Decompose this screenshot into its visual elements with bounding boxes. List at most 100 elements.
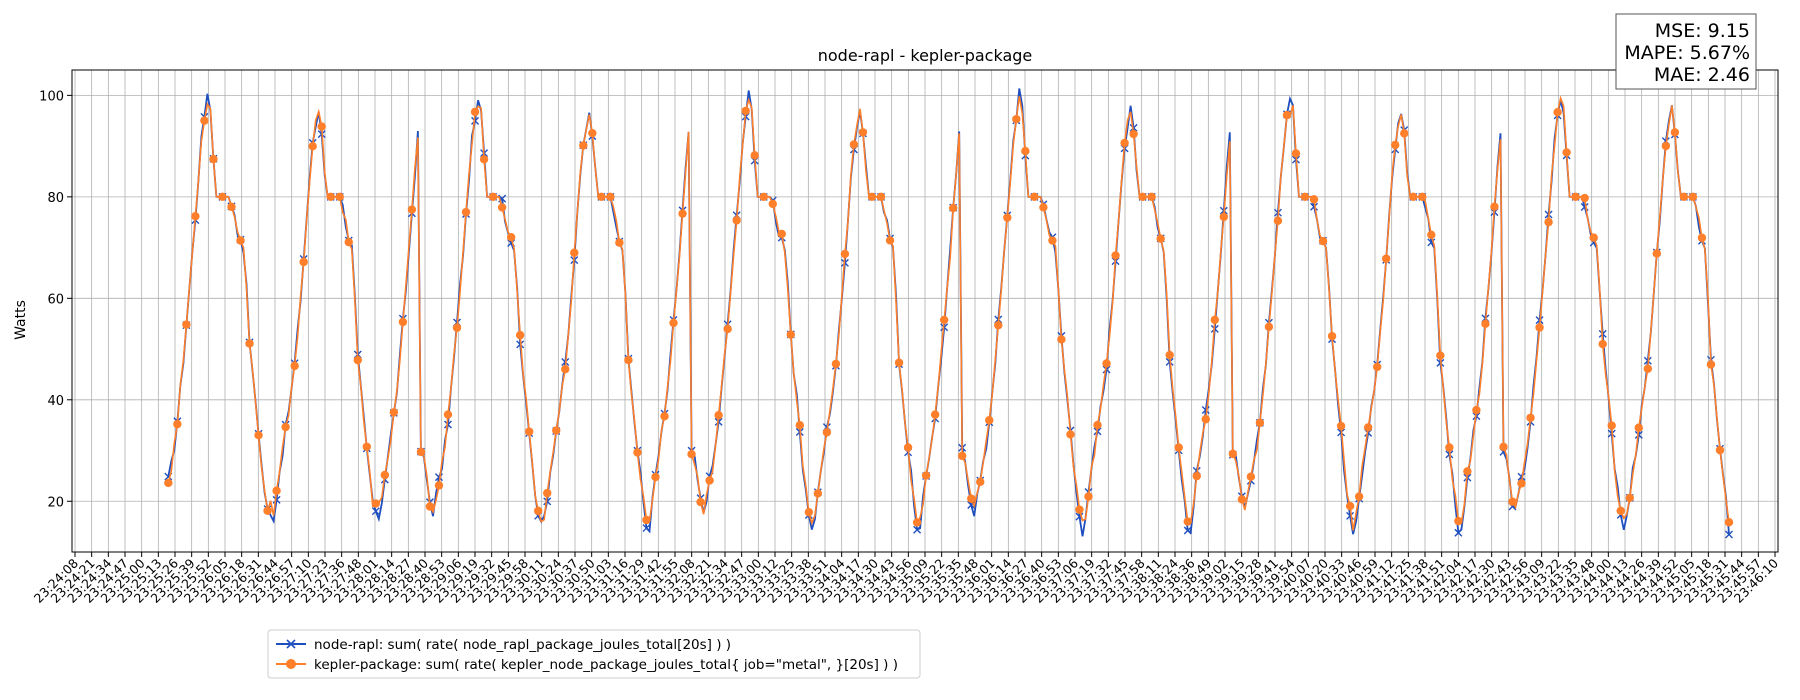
data-point [1706, 360, 1716, 369]
data-point [777, 229, 786, 239]
data-point [669, 318, 678, 328]
data-point [967, 494, 976, 503]
data-point [1381, 254, 1391, 263]
data-point [1354, 492, 1364, 501]
data-point [398, 317, 408, 327]
data-point [1661, 141, 1671, 151]
series-lines [164, 88, 1734, 539]
data-point [678, 209, 687, 218]
data-point [1445, 443, 1454, 452]
data-point [1345, 501, 1355, 511]
data-point [660, 412, 669, 421]
data-point [1571, 192, 1580, 202]
data-point [921, 471, 931, 480]
y-tick-label: 60 [47, 292, 64, 307]
data-point [1300, 192, 1310, 202]
data-point [1183, 526, 1192, 535]
data-point [1093, 420, 1102, 430]
series-0 [164, 88, 1733, 539]
data-point [461, 207, 471, 217]
data-point [1454, 516, 1463, 526]
y-tick-label: 40 [47, 394, 64, 409]
data-point [624, 355, 633, 365]
data-point [1237, 495, 1247, 504]
data-point [1535, 323, 1544, 332]
data-point [1138, 192, 1147, 202]
data-point [994, 321, 1003, 330]
plot-area-frame [71, 69, 1779, 553]
data-point [1336, 421, 1346, 431]
data-point [1057, 335, 1066, 344]
data-point [1084, 492, 1093, 501]
y-axis-ticks: 20 40 60 80 100 [39, 89, 72, 510]
data-point [1039, 203, 1048, 212]
data-point [470, 107, 480, 117]
data-point [425, 502, 435, 511]
data-point [732, 216, 741, 225]
series-line [167, 95, 1730, 531]
data-point [443, 420, 452, 429]
data-point [1129, 123, 1138, 132]
data-point [299, 257, 308, 267]
data-point [1544, 217, 1553, 227]
metrics-box: MSE: 9.15 MAPE: 5.67% MAE: 2.46 [1615, 13, 1757, 90]
data-point [1183, 517, 1192, 526]
legend: node-rapl: sum( rate( node_rapl_package_… [267, 629, 921, 679]
data-point [245, 339, 254, 348]
data-point [263, 506, 272, 516]
data-point [822, 428, 832, 437]
data-point [651, 472, 660, 482]
data-point [1418, 192, 1427, 202]
data-point [1327, 331, 1337, 341]
data-point [840, 249, 850, 259]
data-point [1670, 128, 1680, 137]
data-point [1634, 423, 1643, 432]
data-point [913, 525, 922, 534]
data-point [443, 410, 453, 419]
data-point [227, 202, 236, 212]
data-point [976, 477, 985, 487]
data-point [543, 488, 552, 498]
data-point [1517, 479, 1526, 488]
data-point [164, 478, 173, 488]
data-point [1346, 511, 1355, 520]
data-point [1526, 413, 1535, 422]
data-point [1310, 202, 1319, 211]
data-point [335, 192, 344, 202]
data-point [1075, 505, 1084, 514]
data-point [1436, 351, 1445, 360]
data-point [1616, 506, 1625, 516]
data-point [1291, 149, 1301, 158]
data-point [1688, 192, 1698, 202]
data-point [1580, 193, 1589, 203]
legend-marker-node-rapl [286, 639, 296, 649]
data-point [506, 233, 516, 242]
data-point [903, 443, 913, 452]
data-point [894, 358, 904, 367]
data-point [452, 323, 462, 332]
data-point [200, 116, 209, 125]
data-point [1400, 129, 1409, 138]
series-1 [164, 95, 1734, 531]
data-point [515, 330, 525, 340]
data-point [407, 205, 417, 214]
data-point [1490, 202, 1499, 211]
data-point [344, 237, 353, 247]
data-point [1391, 140, 1400, 150]
data-point [543, 497, 552, 506]
data-point [497, 203, 507, 212]
data-point [1499, 442, 1508, 452]
data-point [579, 141, 588, 150]
data-point [714, 411, 723, 420]
data-point [1210, 315, 1219, 325]
data-point [957, 451, 967, 461]
data-point [1517, 472, 1526, 481]
data-point [308, 141, 317, 151]
data-point [218, 192, 227, 202]
data-point [768, 199, 777, 209]
data-point [606, 192, 615, 202]
legend-label-node-rapl: node-rapl: sum( rate( node_rapl_package_… [314, 637, 731, 653]
data-point [759, 192, 768, 202]
data-point [182, 320, 191, 329]
data-point [642, 524, 651, 533]
